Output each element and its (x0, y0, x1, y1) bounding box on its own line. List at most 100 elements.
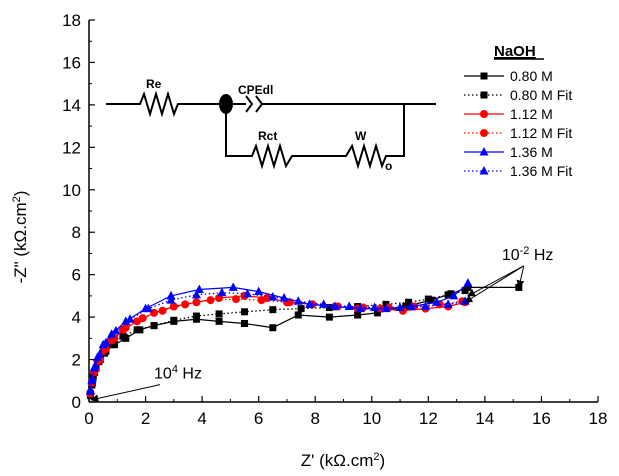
x-tick-label: 6 (254, 409, 263, 428)
data-point (133, 326, 141, 334)
series-5 (85, 287, 470, 394)
data-point (444, 291, 452, 299)
legend-label: 0.80 M Fit (510, 87, 572, 103)
legend-marker (479, 166, 489, 175)
x-tick-label: 14 (475, 409, 494, 428)
annotation-arrow (516, 265, 525, 289)
legend-item: 1.12 M Fit (464, 125, 572, 141)
data-point (121, 323, 130, 332)
data-point (125, 314, 135, 323)
y-tick-label: 10 (62, 181, 81, 200)
x-tick-label: 2 (141, 409, 150, 428)
legend-marker (480, 129, 488, 137)
legend-label: 0.80 M (510, 68, 553, 84)
legend-marker (480, 72, 488, 80)
data-point (269, 306, 277, 314)
data-point (305, 299, 315, 308)
data-point (228, 282, 238, 291)
annotation-label: 104 Hz (154, 364, 202, 383)
y-tick-label: 12 (62, 138, 81, 157)
data-point (194, 284, 204, 294)
data-point (325, 304, 333, 312)
annotation-arrow (464, 265, 525, 303)
data-point (461, 287, 469, 295)
annotation-label: 10-2 Hz (502, 245, 554, 264)
legend-marker (480, 91, 488, 99)
legend-marker (479, 147, 489, 156)
data-point (443, 299, 453, 308)
data-point (119, 332, 127, 340)
data-point (421, 301, 431, 310)
legend-label: 1.12 M Fit (510, 125, 572, 141)
data-point (138, 314, 147, 323)
data-point (241, 308, 249, 316)
data-point (257, 296, 266, 305)
circuit-label-w: W (355, 129, 367, 143)
data-point (294, 311, 302, 319)
x-tick-label: 16 (532, 409, 551, 428)
data-point (85, 385, 95, 394)
legend-item: 1.36 M Fit (464, 163, 572, 179)
data-point (215, 310, 223, 318)
data-point (181, 300, 190, 309)
y-tick-label: 18 (62, 11, 81, 30)
data-point (269, 324, 277, 332)
circuit-label-w-subscript: o (385, 159, 392, 173)
data-point (166, 295, 176, 304)
data-point (87, 373, 97, 383)
annotation-0: 10-2 Hz (464, 245, 554, 303)
data-point (424, 295, 432, 303)
series-0 (86, 283, 523, 400)
legend-item: 1.12 M (464, 106, 553, 122)
y-tick-label: 2 (72, 351, 81, 370)
data-point (191, 289, 201, 299)
data-point (241, 319, 249, 327)
legend-label: 1.36 M (510, 144, 553, 160)
data-point (330, 301, 340, 310)
x-tick-label: 10 (362, 409, 381, 428)
data-point (158, 306, 167, 315)
data-point (293, 296, 303, 305)
legend-title: NaOH (494, 43, 536, 60)
data-point (170, 316, 178, 324)
data-point (217, 287, 227, 297)
y-tick-label: 6 (72, 266, 81, 285)
series-line (89, 298, 463, 393)
data-point (432, 297, 442, 306)
annotation-arrow (467, 265, 525, 297)
x-tick-label: 4 (197, 409, 206, 428)
x-tick-label: 12 (419, 409, 438, 428)
data-point (355, 303, 365, 313)
data-point (101, 337, 111, 347)
series-4 (85, 278, 473, 395)
y-tick-label: 14 (62, 96, 81, 115)
data-point (90, 360, 100, 370)
data-point (344, 301, 354, 310)
data-point (373, 309, 381, 317)
y-tick-label: 4 (72, 308, 81, 327)
circuit-lower-branch (225, 104, 405, 170)
data-point (206, 296, 215, 305)
data-point (268, 291, 278, 301)
data-point (381, 303, 391, 313)
legend-marker (480, 110, 488, 118)
legend-item: 1.36 M (464, 144, 553, 160)
cpe-symbol-right (255, 95, 264, 113)
data-point (370, 302, 380, 312)
x-axis-title: Z' (kΩ.cm2) (301, 451, 385, 470)
circuit-main-wire (106, 90, 226, 118)
data-point (405, 298, 413, 306)
data-point (406, 301, 416, 310)
data-point (449, 290, 459, 300)
axis-ticks: 0 2 4 6 8 10 12 14 16 18 0 2 4 6 8 10 12 14 16 18 (62, 11, 607, 428)
circuit-label-re: Re (146, 77, 162, 91)
data-point (95, 349, 105, 358)
x-tick-label: 8 (310, 409, 319, 428)
x-tick-label: 0 (84, 409, 93, 428)
legend-label: 1.36 M Fit (510, 163, 572, 179)
circuit-label-rct: Rct (258, 129, 277, 143)
legend-item: 0.80 M Fit (464, 87, 572, 103)
series-layer (85, 278, 523, 400)
y-tick-label: 0 (72, 393, 81, 412)
data-point (279, 293, 289, 302)
